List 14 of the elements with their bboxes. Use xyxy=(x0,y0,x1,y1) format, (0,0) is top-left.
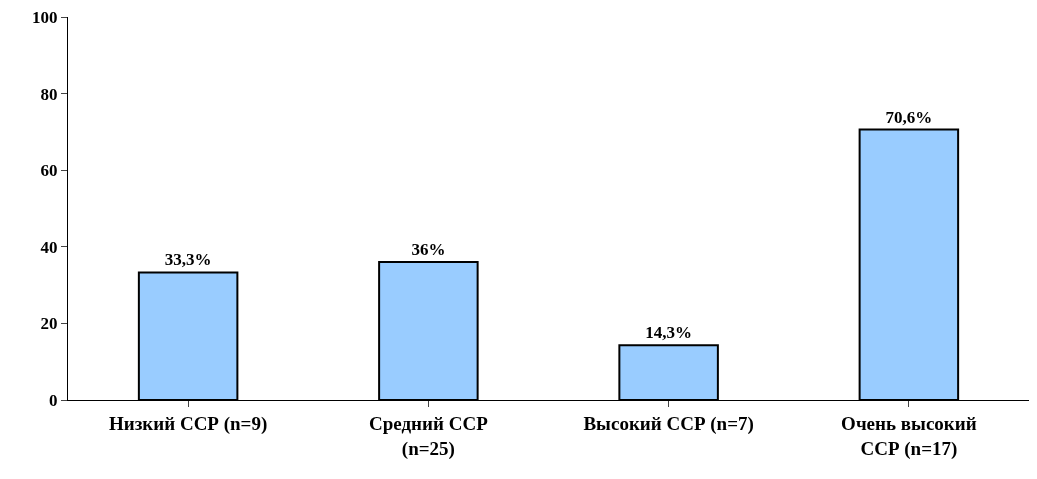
x-tick-label: Высокий ССР (n=7) xyxy=(583,412,754,435)
data-label: 70,6% xyxy=(885,107,933,127)
x-tick-label: Средний ССР (n=25) xyxy=(369,412,489,460)
x-tick-label: Низкий ССР (n=9) xyxy=(108,412,268,435)
y-tick-label: 60 xyxy=(40,161,58,181)
data-label: 33,3% xyxy=(164,250,212,270)
data-label: 36% xyxy=(411,240,446,260)
y-tick-label: 0 xyxy=(49,390,58,410)
y-tick-label: 80 xyxy=(40,84,58,104)
y-tick-label: 40 xyxy=(40,237,58,257)
data-label: 14,3% xyxy=(645,323,692,343)
y-tick-label: 100 xyxy=(32,7,58,27)
x-tick-label: Очень высокий ССР (n=17) xyxy=(841,412,977,460)
y-tick-label: 20 xyxy=(40,314,58,334)
